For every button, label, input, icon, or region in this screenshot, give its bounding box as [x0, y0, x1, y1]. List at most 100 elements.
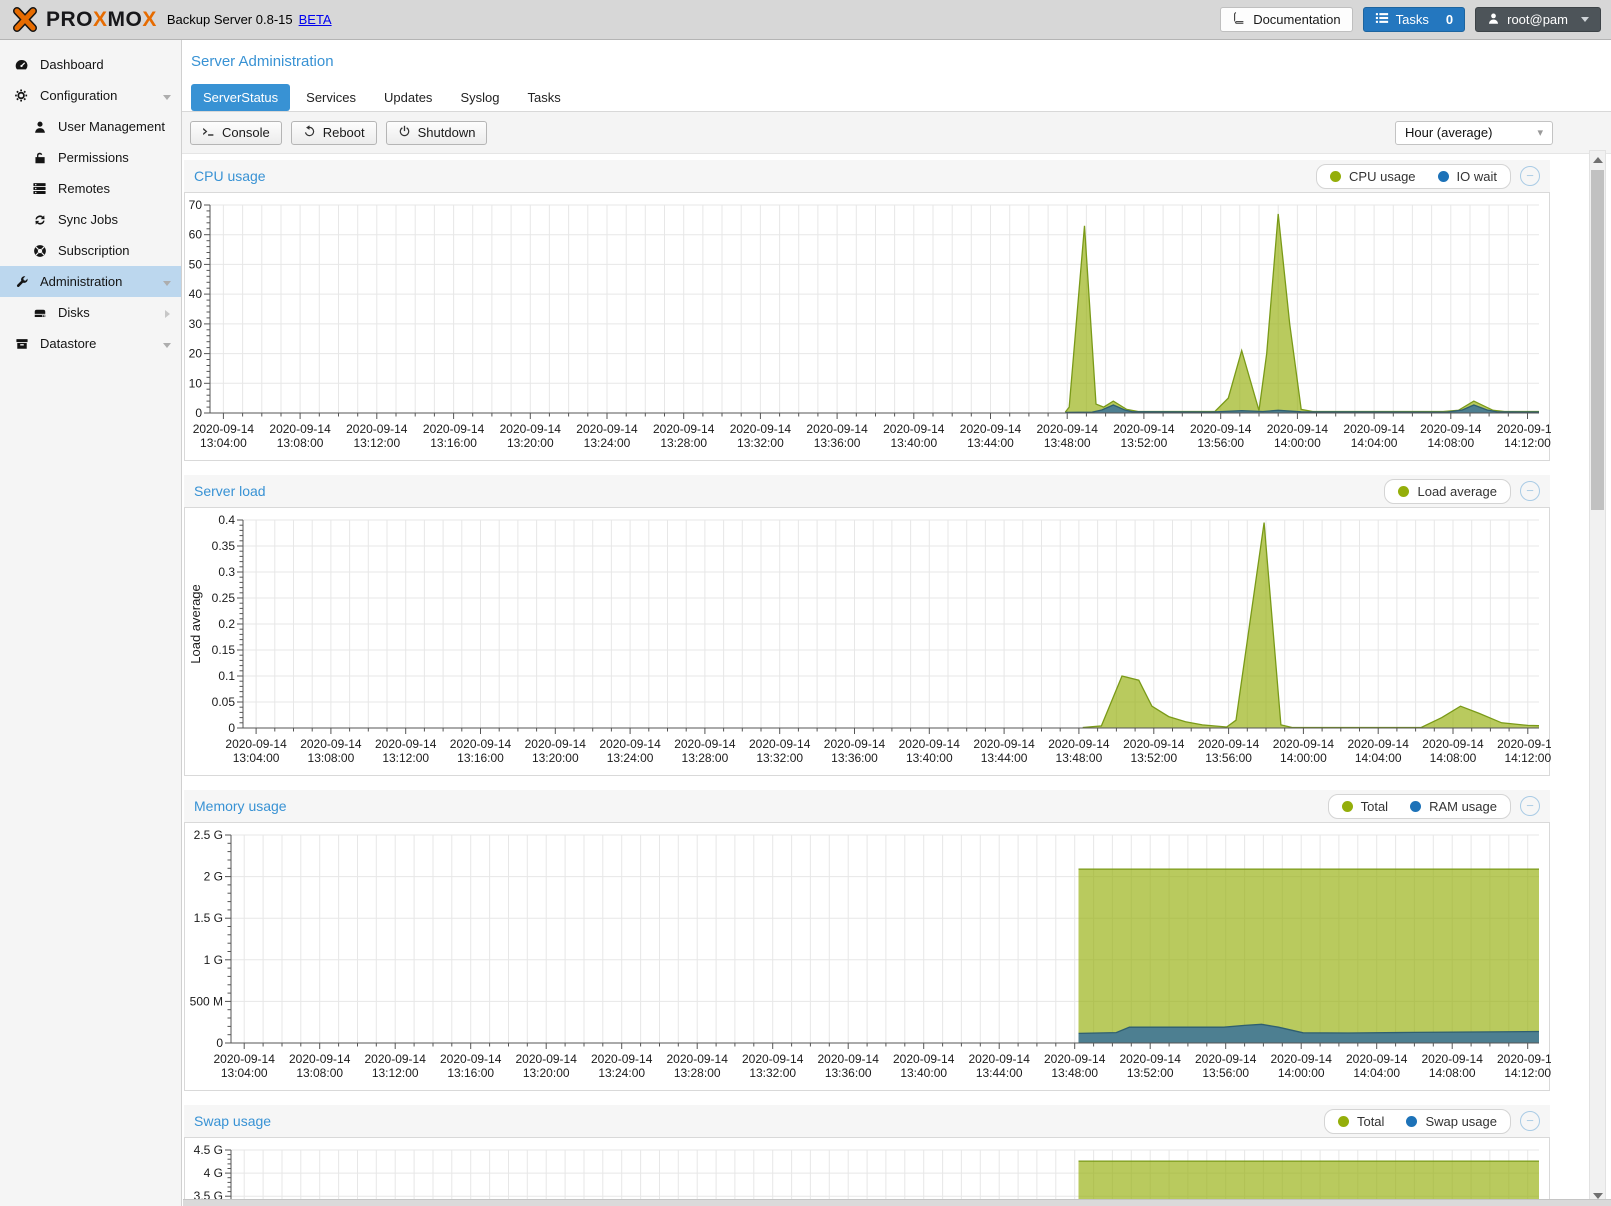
sidebar-item-permissions[interactable]: Permissions: [0, 142, 181, 173]
proxmox-logo-icon: [10, 6, 40, 33]
main-content: Server Administration ServerStatus Servic…: [182, 40, 1611, 1206]
power-icon: [398, 125, 411, 141]
sidebar-item-disks[interactable]: Disks: [0, 297, 181, 328]
tab-updates[interactable]: Updates: [384, 90, 433, 105]
user-menu-button[interactable]: root@pam: [1475, 7, 1601, 32]
svg-text:0.35: 0.35: [212, 539, 236, 553]
tab-tasks[interactable]: Tasks: [527, 90, 561, 105]
legend-dot-icon: [1437, 170, 1449, 182]
svg-text:30: 30: [189, 317, 203, 331]
sidebar-item-remotes[interactable]: Remotes: [0, 173, 181, 204]
svg-text:13:48:00: 13:48:00: [1051, 1066, 1098, 1080]
svg-text:Load average: Load average: [188, 584, 203, 664]
svg-text:2 G: 2 G: [204, 870, 223, 884]
sidebar-item-label: Sync Jobs: [58, 212, 118, 227]
svg-text:14:08:00: 14:08:00: [1429, 1066, 1476, 1080]
svg-text:13:52:00: 13:52:00: [1121, 436, 1168, 450]
svg-text:0: 0: [195, 406, 202, 420]
datastore-icon: [13, 337, 30, 351]
legend-item: CPU usage: [1330, 169, 1416, 184]
horizontal-scrollbar-track[interactable]: [183, 1199, 1611, 1206]
svg-text:13:56:00: 13:56:00: [1205, 751, 1252, 765]
svg-text:500 M: 500 M: [190, 994, 223, 1008]
svg-text:13:28:00: 13:28:00: [674, 1066, 721, 1080]
svg-text:4.5 G: 4.5 G: [194, 1143, 223, 1157]
tab-syslog[interactable]: Syslog: [460, 90, 500, 105]
sidebar-item-configuration[interactable]: Configuration: [0, 80, 181, 111]
tab-bar: ServerStatus Services Updates Syslog Tasks: [191, 84, 1611, 111]
panel-title: Memory usage: [194, 798, 287, 814]
svg-text:2020-09-14: 2020-09-14: [883, 422, 945, 436]
documentation-button[interactable]: Documentation: [1220, 7, 1353, 32]
legend-item: Total: [1341, 799, 1388, 814]
svg-text:13:44:00: 13:44:00: [981, 751, 1028, 765]
vertical-scrollbar[interactable]: [1589, 150, 1606, 1206]
panel-load: Server load Load average − 0 0.05 0.1 0.15 0.2 0…: [184, 475, 1559, 776]
legend: Total RAM usage: [1327, 793, 1511, 819]
sidebar-item-dashboard[interactable]: Dashboard: [0, 49, 181, 80]
tab-serverstatus[interactable]: ServerStatus: [191, 84, 291, 111]
panel-memory: Memory usage Total RAM usage − 0 500 M 1 G 1.5 …: [184, 790, 1559, 1091]
time-range-select[interactable]: Hour (average) ▾: [1395, 120, 1553, 145]
chevron-down-icon[interactable]: [162, 338, 172, 353]
chevron-down-icon[interactable]: [162, 90, 172, 105]
svg-text:2020-09-14: 2020-09-14: [1420, 422, 1482, 436]
svg-text:14:08:00: 14:08:00: [1427, 436, 1474, 450]
svg-text:2020-09-14: 2020-09-14: [450, 737, 512, 751]
toolbar: Console Reboot Shutdown Hour (average) ▾: [182, 111, 1611, 154]
tasks-button[interactable]: Tasks 0: [1362, 7, 1466, 32]
console-button[interactable]: Console: [190, 120, 282, 145]
svg-text:2020-09-14: 2020-09-14: [1044, 1052, 1106, 1066]
sidebar-item-subscription[interactable]: Subscription: [0, 235, 181, 266]
svg-text:2020-09-14: 2020-09-14: [500, 422, 562, 436]
sidebar-item-administration[interactable]: Administration: [0, 266, 181, 297]
svg-text:0.4: 0.4: [218, 513, 235, 527]
svg-text:0.2: 0.2: [218, 617, 235, 631]
svg-text:2020-09-14: 2020-09-14: [1273, 737, 1335, 751]
shutdown-button[interactable]: Shutdown: [385, 120, 488, 145]
chevron-down-icon[interactable]: [162, 276, 172, 291]
svg-text:13:44:00: 13:44:00: [976, 1066, 1023, 1080]
svg-text:0: 0: [228, 721, 235, 735]
svg-text:13:16:00: 13:16:00: [430, 436, 477, 450]
chevron-right-icon[interactable]: [162, 307, 172, 322]
svg-text:2020-09-14: 2020-09-14: [806, 422, 868, 436]
svg-text:14:00:00: 14:00:00: [1274, 436, 1321, 450]
svg-text:13:20:00: 13:20:00: [523, 1066, 570, 1080]
collapse-icon[interactable]: −: [1520, 796, 1540, 816]
disks-icon: [31, 306, 48, 320]
sidebar-item-label: Configuration: [40, 88, 118, 103]
reboot-button[interactable]: Reboot: [290, 120, 377, 145]
page-title: Server Administration: [191, 53, 334, 70]
svg-text:0.1: 0.1: [218, 669, 235, 683]
svg-text:13:16:00: 13:16:00: [447, 1066, 494, 1080]
svg-text:14:08:00: 14:08:00: [1430, 751, 1477, 765]
svg-text:1.5 G: 1.5 G: [194, 911, 223, 925]
sidebar-item-datastore[interactable]: Datastore: [0, 328, 181, 359]
tab-services[interactable]: Services: [306, 90, 357, 105]
svg-text:13:48:00: 13:48:00: [1056, 751, 1103, 765]
svg-text:13:12:00: 13:12:00: [353, 436, 400, 450]
svg-text:13:12:00: 13:12:00: [372, 1066, 419, 1080]
svg-text:2020-09-14: 2020-09-14: [667, 1052, 729, 1066]
sidebar-item-label: Permissions: [58, 150, 129, 165]
sidebar-item-sync-jobs[interactable]: Sync Jobs: [0, 204, 181, 235]
beta-link[interactable]: BETA: [298, 12, 332, 27]
collapse-icon[interactable]: −: [1520, 481, 1540, 501]
collapse-icon[interactable]: −: [1520, 1111, 1540, 1131]
sidebar-item-label: Remotes: [58, 181, 111, 196]
scrollbar-thumb[interactable]: [1591, 170, 1604, 510]
svg-text:14:04:00: 14:04:00: [1351, 436, 1398, 450]
sidebar-item-label: User Management: [58, 119, 165, 134]
svg-text:2020-09-14: 2020-09-14: [674, 737, 736, 751]
svg-text:2020-09-14: 2020-09-14: [599, 737, 661, 751]
collapse-icon[interactable]: −: [1520, 166, 1540, 186]
sidebar-item-user-management[interactable]: User Management: [0, 111, 181, 142]
charts-container: CPU usage CPU usage IO wait − 0 10 20 30 40 50 60 7…: [184, 160, 1559, 1206]
svg-text:13:04:00: 13:04:00: [200, 436, 247, 450]
scroll-up-arrow-icon[interactable]: [1593, 157, 1603, 163]
svg-text:13:04:00: 13:04:00: [221, 1066, 268, 1080]
scroll-down-arrow-icon[interactable]: [1593, 1193, 1603, 1199]
svg-text:13:20:00: 13:20:00: [532, 751, 579, 765]
